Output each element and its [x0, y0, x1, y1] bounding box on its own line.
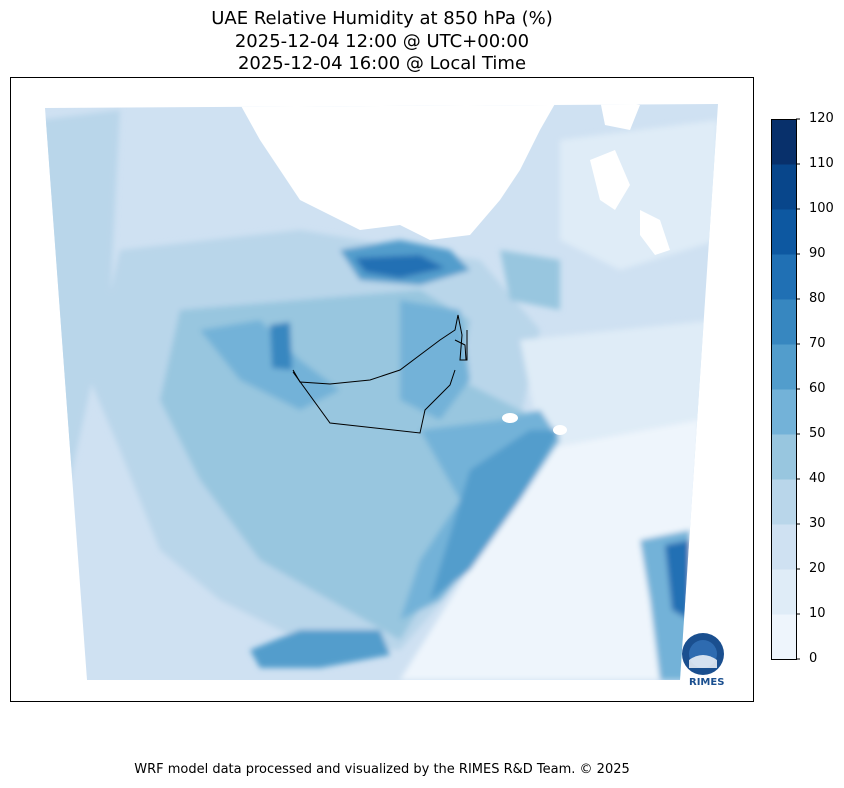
colorbar-tick-label: 100 [809, 201, 834, 216]
rimes-logo [682, 633, 724, 675]
colorbar-segment [771, 164, 796, 210]
colorbar-tick-label: 20 [809, 561, 826, 576]
colorbar-segment [771, 614, 796, 660]
colorbar-tick-label: 70 [809, 336, 826, 351]
colorbar-tick-label: 90 [809, 246, 826, 261]
no-data-region [235, 104, 670, 435]
colorbar-segment [771, 389, 796, 435]
colorbar-segment [771, 479, 796, 525]
colorbar-segment [771, 524, 796, 570]
colorbar-segment [771, 119, 796, 165]
colorbar-tick-label: 50 [809, 426, 826, 441]
colorbar-tick-label: 0 [809, 651, 818, 666]
title-line-2: 2025-12-04 12:00 @ UTC+00:00 [234, 31, 530, 52]
colorbar-tick-label: 40 [809, 471, 826, 486]
colorbar-tick-label: 80 [809, 291, 826, 306]
colorbar-segment [771, 569, 796, 615]
footer-credit: WRF model data processed and visualized … [134, 762, 630, 777]
colorbar-segment [771, 344, 796, 390]
colorbar [771, 118, 800, 660]
colorbar-tick-label: 120 [809, 111, 834, 126]
logo-text: RIMES [689, 677, 725, 688]
uae-coastline-borders [292, 314, 468, 434]
title-line-1: UAE Relative Humidity at 850 hPa (%) [211, 8, 553, 29]
colorbar-segment [771, 434, 796, 480]
humidity-contours [45, 104, 718, 680]
colorbar-tick-label: 10 [809, 606, 826, 621]
colorbar-tick-label: 110 [809, 156, 834, 171]
colorbar-segment [771, 209, 796, 255]
colorbar-tick-label: 30 [809, 516, 826, 531]
colorbar-tick-label: 60 [809, 381, 826, 396]
colorbar-segment [771, 299, 796, 345]
title-line-3: 2025-12-04 16:00 @ Local Time [237, 53, 527, 74]
colorbar-segment [771, 254, 796, 300]
